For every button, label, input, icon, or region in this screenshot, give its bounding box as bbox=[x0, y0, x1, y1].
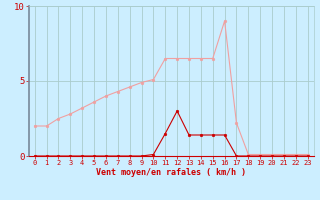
X-axis label: Vent moyen/en rafales ( km/h ): Vent moyen/en rafales ( km/h ) bbox=[96, 168, 246, 177]
